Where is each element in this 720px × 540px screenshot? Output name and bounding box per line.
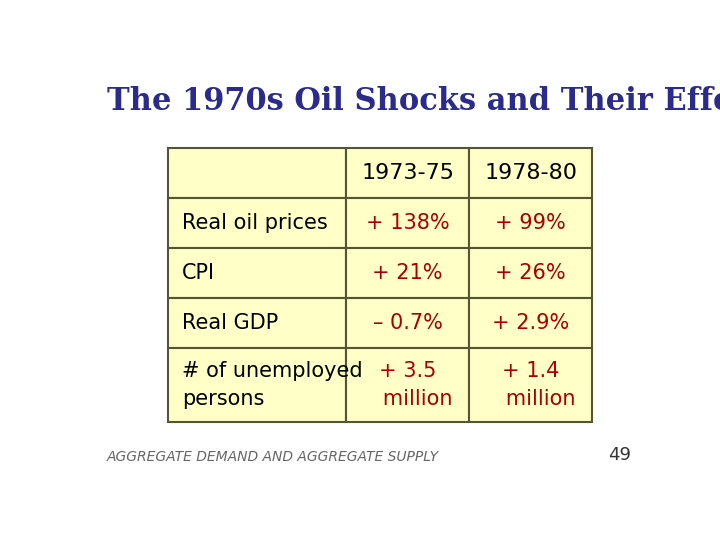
Bar (168, 148, 346, 198)
Text: + 138%: + 138% (366, 213, 449, 233)
Text: + 99%: + 99% (495, 213, 566, 233)
Text: + 1.4
   million: + 1.4 million (486, 361, 575, 409)
Text: The 1970s Oil Shocks and Their Effects: The 1970s Oil Shocks and Their Effects (107, 85, 720, 117)
Bar (469, 148, 592, 198)
Text: Real GDP: Real GDP (182, 313, 279, 333)
Bar (469, 348, 592, 422)
Text: 49: 49 (608, 446, 631, 464)
Text: 1978-80: 1978-80 (485, 163, 577, 183)
Text: 1973-75: 1973-75 (361, 163, 454, 183)
Text: + 21%: + 21% (372, 262, 443, 283)
Text: # of unemployed
persons: # of unemployed persons (182, 361, 363, 409)
Text: Real oil prices: Real oil prices (182, 213, 328, 233)
Bar (346, 148, 469, 198)
Text: CPI: CPI (182, 262, 215, 283)
Text: – 0.7%: – 0.7% (373, 313, 443, 333)
Text: + 3.5
   million: + 3.5 million (363, 361, 452, 409)
Bar (346, 298, 469, 348)
Bar (168, 348, 346, 422)
Bar (469, 198, 592, 248)
Text: AGGREGATE DEMAND AND AGGREGATE SUPPLY: AGGREGATE DEMAND AND AGGREGATE SUPPLY (107, 450, 439, 464)
Bar (346, 198, 469, 248)
Bar (168, 198, 346, 248)
Bar (168, 248, 346, 298)
Bar (469, 248, 592, 298)
Bar (346, 348, 469, 422)
Text: + 2.9%: + 2.9% (492, 313, 570, 333)
Bar (168, 298, 346, 348)
Text: + 26%: + 26% (495, 262, 566, 283)
Bar (469, 298, 592, 348)
Bar (346, 248, 469, 298)
